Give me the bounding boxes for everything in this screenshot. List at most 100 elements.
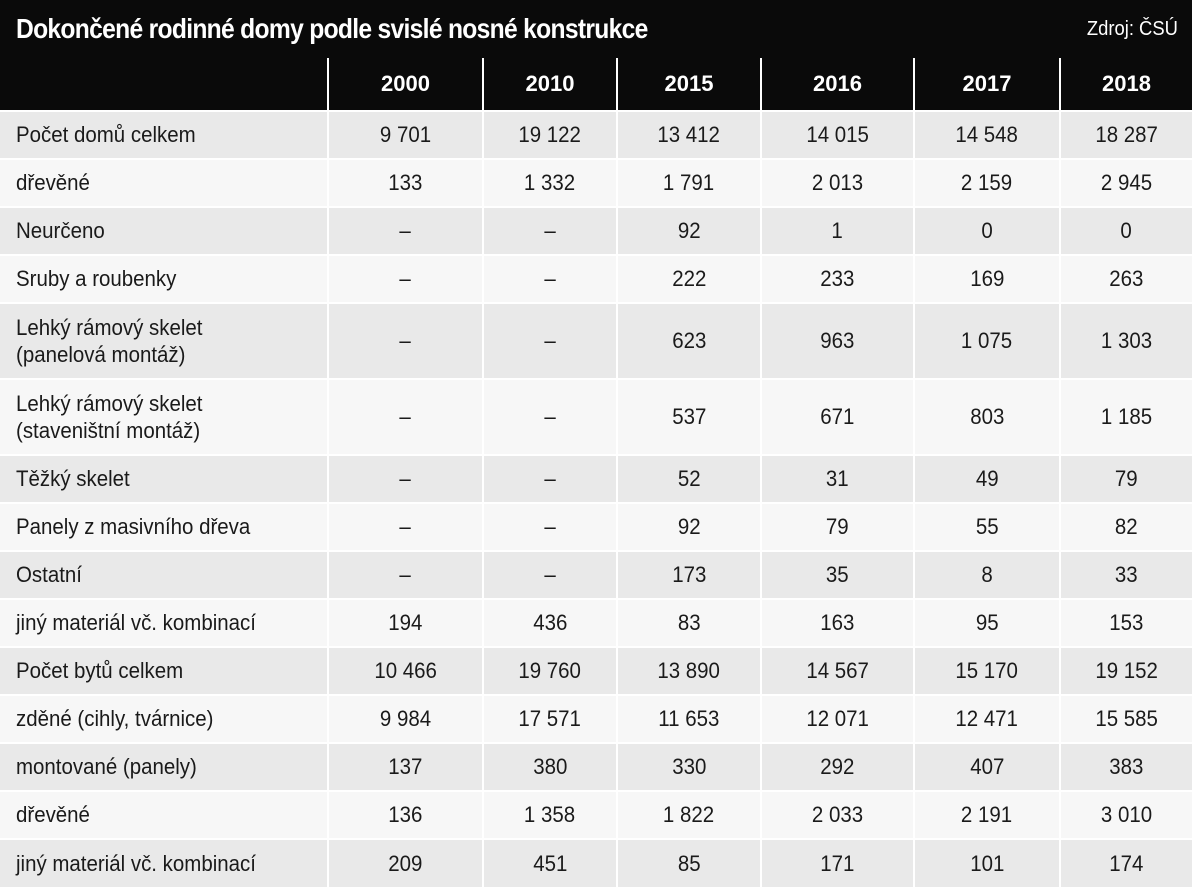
- table-row: dřevěné 136 1 358 1 822 2 033 2 191 3 010: [0, 790, 1192, 839]
- value-cell: –: [327, 302, 483, 379]
- value-cell: 2 033: [760, 790, 914, 839]
- cell-value: 10 466: [374, 658, 437, 684]
- cell-value: 137: [388, 754, 423, 780]
- table-row: montované (panely) 137 380 330 292 407 383: [0, 742, 1192, 791]
- value-cell: 963: [760, 302, 914, 379]
- cell-value: –: [544, 328, 556, 354]
- cell-value: 14 567: [806, 658, 869, 684]
- row-label-line: Těžký skelet: [16, 466, 130, 492]
- row-label-line: (staveništní montáž): [16, 418, 201, 443]
- row-label: dřevěné: [0, 158, 328, 207]
- row-label-line: Počet bytů celkem: [16, 658, 184, 684]
- value-cell: –: [327, 454, 483, 503]
- title-bar: Dokončené rodinné domy podle svislé nosn…: [0, 0, 1192, 58]
- table-row: zděné (cihly, tvárnice) 9 984 17 571 11 653…: [0, 694, 1192, 743]
- row-label: Těžký skelet: [0, 454, 328, 503]
- cell-value: –: [399, 328, 412, 354]
- row-label: Ostatní: [0, 550, 328, 599]
- cell-value: 35: [826, 562, 849, 588]
- row-label: dřevěné: [0, 790, 328, 839]
- value-cell: 33: [1059, 550, 1192, 599]
- cell-value: 383: [1109, 754, 1144, 780]
- cell-value: 92: [677, 218, 701, 244]
- cell-value: 171: [820, 850, 855, 876]
- cell-value: 2 159: [961, 170, 1013, 196]
- cell-value: 803: [969, 404, 1005, 430]
- value-cell: 174: [1059, 838, 1192, 887]
- cell-value: 15 585: [1095, 706, 1158, 732]
- column-header: 2016: [760, 58, 914, 111]
- table-row: Panely z masivního dřeva – – 92 79 55 82: [0, 502, 1192, 551]
- cell-value: 209: [388, 850, 423, 876]
- value-cell: –: [482, 302, 617, 379]
- value-cell: 169: [913, 254, 1060, 303]
- cell-value: 173: [671, 562, 707, 588]
- cell-value: 263: [1109, 266, 1144, 292]
- cell-value: 92: [677, 514, 701, 540]
- cell-value: 13 412: [657, 122, 721, 148]
- value-cell: 13 890: [616, 646, 761, 695]
- cell-value: –: [399, 218, 412, 244]
- cell-value: 14 015: [806, 122, 869, 148]
- value-cell: –: [482, 502, 617, 551]
- table-row: jiný materiál vč. kombinací 209 451 85 171 10…: [0, 838, 1192, 887]
- cell-value: 15 170: [955, 658, 1019, 684]
- cell-value: 101: [969, 850, 1005, 876]
- value-cell: 2 159: [913, 158, 1060, 207]
- cell-value: 17 571: [518, 706, 582, 732]
- cell-value: 19 760: [518, 658, 582, 684]
- value-cell: 12 071: [760, 694, 914, 743]
- row-label-line: jiný materiál vč. kombinací: [16, 610, 256, 636]
- cell-value: –: [544, 514, 556, 540]
- value-cell: 671: [760, 378, 914, 455]
- value-cell: 330: [616, 742, 761, 791]
- value-cell: 383: [1059, 742, 1192, 791]
- value-cell: 173: [616, 550, 761, 599]
- table-row: Lehký rámový skelet (staveništní montáž) –…: [0, 378, 1192, 455]
- value-cell: 79: [1059, 454, 1192, 503]
- value-cell: 2 191: [913, 790, 1060, 839]
- column-header: 2018: [1059, 58, 1192, 111]
- value-cell: 15 170: [913, 646, 1060, 695]
- cell-value: 1 358: [524, 802, 576, 828]
- value-cell: 1 358: [482, 790, 617, 839]
- row-label-line: Panely z masivního dřeva: [16, 514, 251, 540]
- value-cell: 153: [1059, 598, 1192, 647]
- value-cell: 0: [1059, 206, 1192, 255]
- cell-value: 2 945: [1100, 170, 1153, 196]
- column-header: 2017: [913, 58, 1060, 111]
- cell-value: 9 984: [379, 706, 432, 732]
- cell-value: 2 191: [961, 802, 1013, 828]
- cell-value: –: [544, 466, 556, 492]
- cell-value: 963: [820, 328, 855, 354]
- value-cell: –: [327, 254, 483, 303]
- table-row: Těžký skelet – – 52 31 49 79: [0, 454, 1192, 503]
- value-cell: 15 585: [1059, 694, 1192, 743]
- cell-value: 31: [826, 466, 849, 492]
- value-cell: 9 701: [327, 110, 483, 159]
- value-cell: 14 548: [913, 110, 1060, 159]
- header-empty-cell: [0, 58, 328, 111]
- cell-value: 133: [388, 170, 423, 196]
- value-cell: 19 122: [482, 110, 617, 159]
- value-cell: 92: [616, 502, 761, 551]
- value-cell: 163: [760, 598, 914, 647]
- value-cell: 133: [327, 158, 483, 207]
- value-cell: 10 466: [327, 646, 483, 695]
- value-cell: 292: [760, 742, 914, 791]
- value-cell: –: [327, 206, 483, 255]
- column-header: 2000: [327, 58, 483, 111]
- row-label-line: montované (panely): [16, 754, 197, 780]
- column-header: 2015: [616, 58, 761, 111]
- cell-value: 623: [671, 328, 707, 354]
- value-cell: 14 015: [760, 110, 914, 159]
- cell-value: 0: [1120, 218, 1133, 244]
- row-label-line: zděné (cihly, tvárnice): [16, 706, 214, 732]
- cell-value: 233: [820, 266, 855, 292]
- cell-value: 292: [820, 754, 855, 780]
- cell-value: 2 013: [811, 170, 864, 196]
- row-label: jiný materiál vč. kombinací: [0, 838, 328, 887]
- chart-title: Dokončené rodinné domy podle svislé nosn…: [16, 13, 648, 44]
- value-cell: 263: [1059, 254, 1192, 303]
- cell-value: 330: [671, 754, 707, 780]
